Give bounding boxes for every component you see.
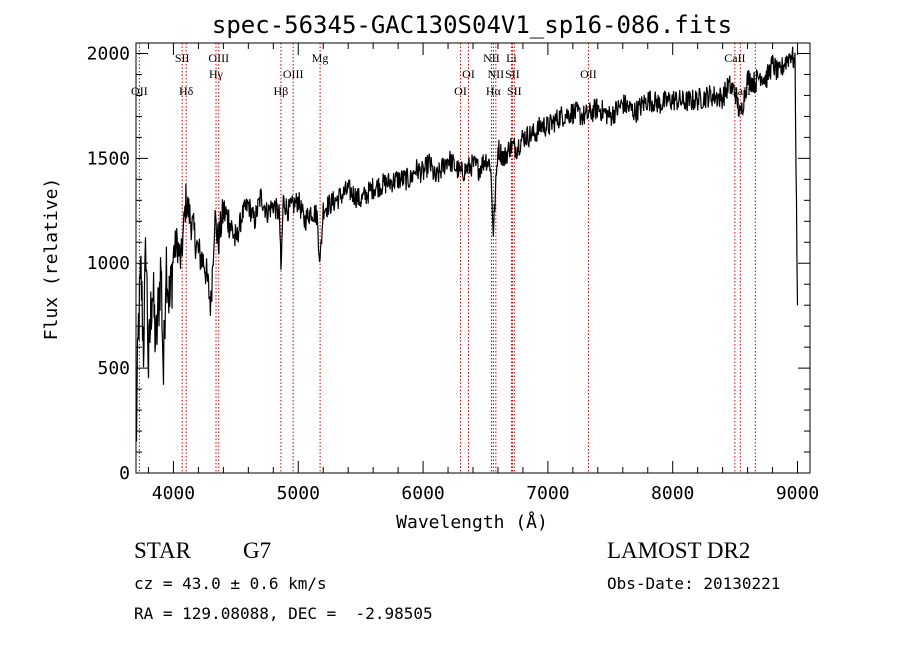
spectral-line-label: Mg [312,51,329,65]
line-labels: OII SII Hδ OIII Hγ Hβ OIII Mg OI OI NII NII Hα Li SII S… [131,51,751,98]
y-tick-label: 2000 [87,43,130,64]
spectral-line-label: OI [462,67,475,81]
y-tick-label: 1500 [87,148,130,169]
spectral-line-label: Hγ [209,67,224,81]
axis-ticks: 4000 5000 6000 7000 8000 9000 0 500 1000 1500 2000 [87,43,819,504]
spectral-line-markers [138,43,756,473]
spectral-line-label: NII [488,67,505,81]
x-axis-label: Wavelength (Å) [396,511,548,533]
x-tick-label: 7000 [526,483,569,504]
object-subclass: G7 [243,538,272,563]
spectral-line-label: NII [483,51,500,65]
spectral-line-label: CaII [724,51,745,65]
spectral-line-label: OI [454,84,467,98]
survey-name: LAMOST DR2 [607,538,751,563]
spectral-line-label: Li [506,51,517,65]
x-tick-label: 6000 [401,483,444,504]
spectral-line-label: OII [131,84,148,98]
chart-title: spec-56345-GAC130S04V1_sp16-086.fits [212,11,732,39]
spectral-line-label: OIII [283,67,304,81]
observation-date: Obs-Date: 20130221 [607,574,781,593]
x-tick-label: 8000 [651,483,694,504]
spectral-line-label: SII [505,67,520,81]
redshift-cz: cz = 43.0 ± 0.6 km/s [134,574,327,593]
y-tick-label: 500 [97,358,130,379]
spectral-line-label: Hα [486,84,502,98]
y-tick-label: 1000 [87,253,130,274]
spectral-line-label: CaII [730,84,751,98]
y-tick-label: 0 [119,463,130,484]
coordinates: RA = 129.08088, DEC = -2.98505 [134,604,433,623]
spectrum-line [135,46,799,442]
spectral-line-label: OII [580,67,597,81]
object-class: STAR [134,538,191,563]
x-tick-label: 5000 [277,483,320,504]
x-tick-label: 4000 [152,483,195,504]
spectral-line-label: Hδ [179,84,194,98]
plot-frame [135,42,811,474]
spectral-line-label: Hβ [274,84,289,98]
spectral-line-label: SII [175,51,190,65]
spectral-line-label: SII [507,84,522,98]
y-axis-label: Flux (relative) [41,178,62,341]
x-tick-label: 9000 [776,483,819,504]
spectral-line-label: OIII [208,51,229,65]
